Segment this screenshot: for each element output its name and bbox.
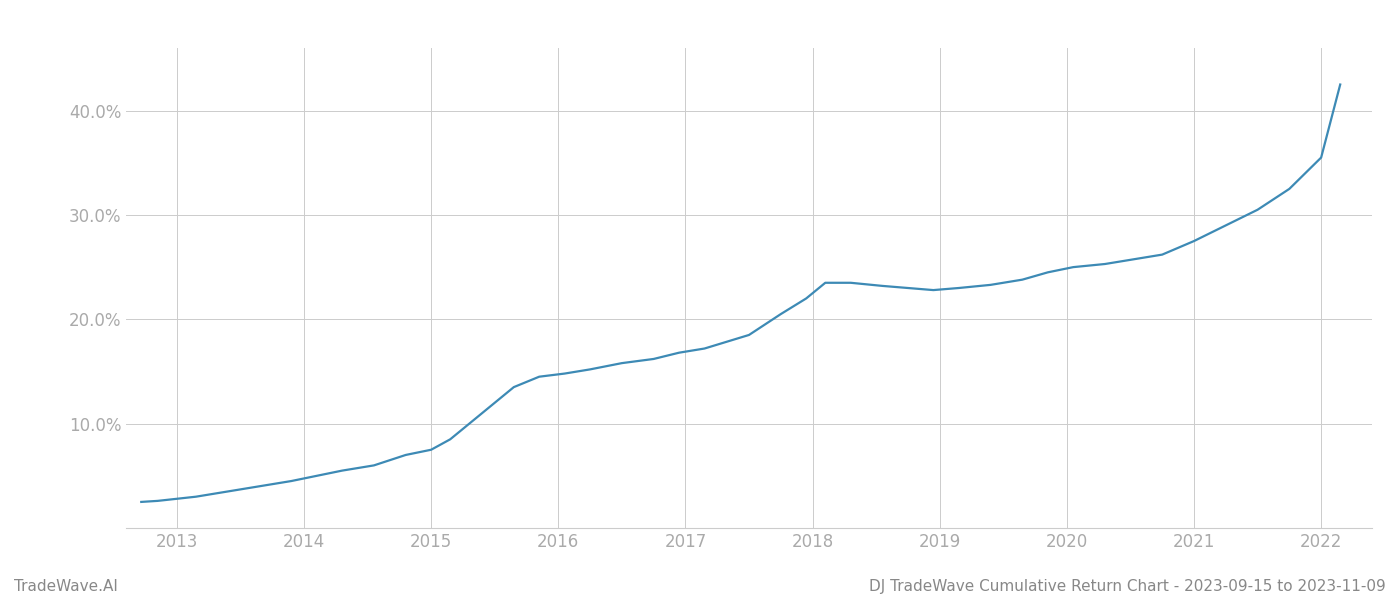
Text: TradeWave.AI: TradeWave.AI <box>14 579 118 594</box>
Text: DJ TradeWave Cumulative Return Chart - 2023-09-15 to 2023-11-09: DJ TradeWave Cumulative Return Chart - 2… <box>869 579 1386 594</box>
